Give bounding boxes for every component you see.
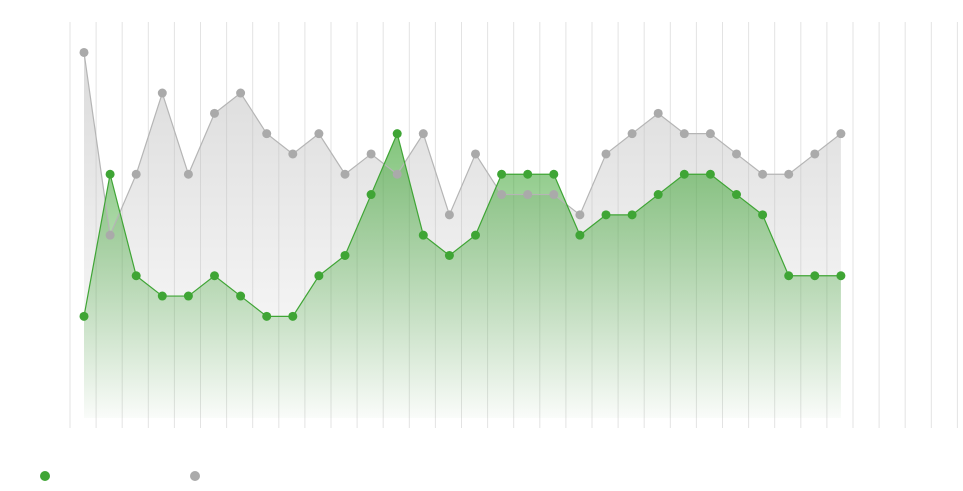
series-2-point[interactable] [575, 210, 585, 220]
series-2-point[interactable] [288, 149, 298, 159]
series-2-point[interactable] [392, 169, 402, 179]
legend-item-series-2[interactable] [190, 471, 200, 481]
series-points [79, 47, 846, 321]
series-2-point[interactable] [471, 149, 480, 159]
series-1-line [83, 131, 841, 317]
legend [40, 466, 200, 486]
series-1-point[interactable] [314, 271, 324, 281]
series-1-point[interactable] [627, 210, 637, 220]
series-2-point[interactable] [131, 169, 141, 179]
series-2-point[interactable] [183, 169, 193, 179]
series-1-point[interactable] [444, 250, 454, 260]
series-2-point[interactable] [549, 190, 559, 200]
series-2-point[interactable] [444, 210, 454, 220]
series-2-point[interactable] [262, 129, 272, 139]
series-1-point[interactable] [366, 190, 376, 200]
series-1-point[interactable] [836, 271, 846, 281]
series-lines [83, 52, 842, 317]
series-1-point[interactable] [471, 230, 480, 240]
series-1-point[interactable] [340, 250, 350, 260]
series-2-point[interactable] [523, 190, 533, 200]
series-1-point[interactable] [418, 230, 428, 240]
series-2-point[interactable] [653, 108, 663, 118]
series-2-point[interactable] [157, 88, 167, 98]
series-1-point[interactable] [183, 291, 193, 301]
series-2-point[interactable] [418, 129, 428, 139]
series-1-point[interactable] [262, 311, 272, 321]
series-2-line [83, 52, 842, 238]
series-2-point[interactable] [314, 129, 324, 139]
legend-swatch-series-1 [40, 471, 50, 481]
series-2-point[interactable] [79, 47, 89, 57]
series-1-point[interactable] [236, 291, 246, 301]
series-2-point[interactable] [236, 88, 246, 98]
series-2-point[interactable] [366, 149, 376, 159]
series-2-point[interactable] [705, 129, 715, 139]
series-1-point[interactable] [105, 169, 115, 179]
series-2-point[interactable] [105, 230, 115, 240]
series-1-point[interactable] [784, 271, 794, 281]
series-2-point[interactable] [679, 129, 689, 139]
legend-item-series-1[interactable] [40, 471, 50, 481]
series-1-point[interactable] [758, 210, 768, 220]
series-2-point[interactable] [758, 169, 768, 179]
series-1-point[interactable] [732, 190, 741, 200]
series-1-point[interactable] [679, 169, 689, 179]
series-2-point[interactable] [497, 190, 507, 200]
series-2-point[interactable] [810, 149, 820, 159]
legend-swatch-series-2 [190, 471, 200, 481]
series-1-point[interactable] [523, 169, 533, 179]
series-1-point[interactable] [575, 230, 585, 240]
series-1-point[interactable] [601, 210, 611, 220]
series-2-point[interactable] [836, 129, 846, 139]
series-1-point[interactable] [79, 311, 89, 321]
series-1-point[interactable] [705, 169, 715, 179]
series-1-point[interactable] [653, 190, 663, 200]
series-2-point[interactable] [627, 129, 637, 139]
series-1-point[interactable] [131, 271, 141, 281]
series-2-point[interactable] [732, 149, 741, 159]
series-2-point[interactable] [210, 108, 219, 118]
series-areas [84, 52, 841, 418]
series-2-point[interactable] [784, 169, 794, 179]
series-1-point[interactable] [392, 129, 402, 139]
series-1-point[interactable] [210, 271, 219, 281]
series-1-point[interactable] [157, 291, 167, 301]
series-1-area [84, 133, 841, 418]
series-2-point[interactable] [601, 149, 611, 159]
series-1-point[interactable] [497, 169, 507, 179]
series-1-point[interactable] [810, 271, 820, 281]
series-2-point[interactable] [340, 169, 350, 179]
series-1-point[interactable] [549, 169, 559, 179]
series-1-point[interactable] [288, 311, 298, 321]
